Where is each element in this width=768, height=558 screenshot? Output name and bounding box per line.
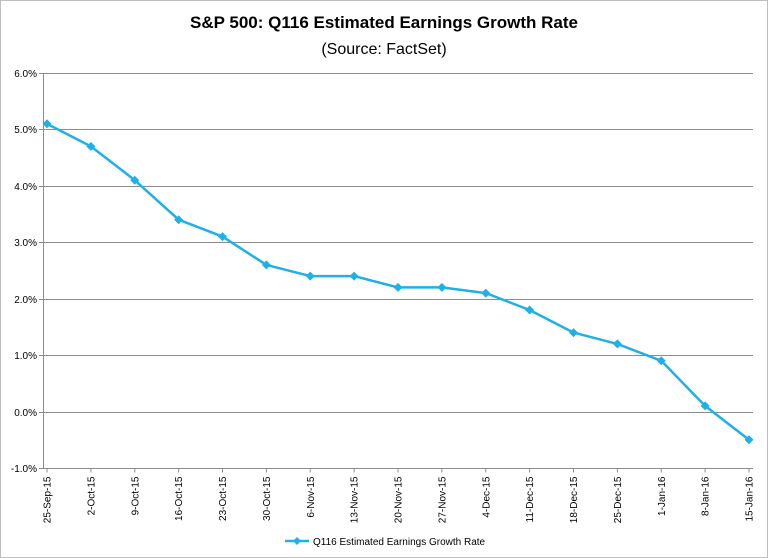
gridlines (43, 73, 753, 469)
data-point-8-Jan-16 (700, 401, 710, 411)
data-point-4-Dec-15 (481, 288, 491, 298)
y-tick-label: 4.0% (14, 182, 37, 193)
data-point-6-Nov-15 (305, 271, 315, 281)
x-tick-label: 16-Oct-15 (174, 476, 185, 521)
data-point-9-Oct-15 (130, 175, 140, 185)
x-tick-label: 25-Dec-15 (613, 476, 624, 523)
legend-label: Q116 Estimated Earnings Growth Rate (313, 537, 486, 548)
y-tick-label: 2.0% (14, 295, 37, 306)
data-point-27-Nov-15 (437, 282, 447, 292)
series-layer (42, 119, 754, 445)
legend-diamond-marker (293, 537, 301, 545)
legend: Q116 Estimated Earnings Growth Rate (285, 537, 486, 548)
axes: -1.0% 0.0% 1.0% 2.0% 3.0% 4.0% 5.0% 6.0% 25-Sep-… (11, 69, 756, 523)
y-tick-label: 3.0% (14, 238, 37, 249)
x-tick-label: 1-Jan-16 (657, 476, 668, 516)
data-point-2-Oct-15 (86, 141, 96, 151)
data-point-20-Nov-15 (393, 282, 403, 292)
data-point-16-Oct-15 (174, 215, 184, 225)
x-tick-label: 20-Nov-15 (394, 476, 405, 523)
data-point-13-Nov-15 (349, 271, 359, 281)
data-point-30-Oct-15 (261, 260, 271, 270)
data-point-18-Dec-15 (569, 328, 578, 338)
x-tick-label: 15-Jan-16 (745, 476, 756, 521)
data-point-1-Jan-16 (656, 356, 666, 366)
x-tick-label: 2-Oct-15 (86, 476, 97, 515)
x-tick-label: 6-Nov-15 (306, 476, 317, 518)
y-tick-label: -1.0% (11, 464, 37, 475)
y-tick-label: 1.0% (14, 351, 37, 362)
series-line (46, 122, 750, 441)
data-point-23-Oct-15 (218, 232, 227, 242)
y-tick-label: 6.0% (14, 69, 37, 80)
data-point-25-Sep-15 (42, 119, 52, 129)
x-tick-label: 13-Nov-15 (350, 476, 361, 523)
data-point-25-Dec-15 (612, 339, 622, 349)
x-tick-label: 18-Dec-15 (569, 476, 580, 523)
data-point-15-Jan-16 (744, 435, 754, 445)
chart-subtitle: (Source: FactSet) (321, 41, 446, 58)
chart-title: S&P 500: Q116 Estimated Earnings Growth … (190, 13, 578, 32)
x-tick-label: 9-Oct-15 (130, 476, 141, 515)
data-point-11-Dec-15 (525, 305, 535, 315)
x-tick-label: 8-Jan-16 (701, 476, 712, 516)
x-tick-label: 25-Sep-15 (43, 476, 54, 523)
y-tick-label: 0.0% (14, 408, 37, 419)
x-tick-label: 27-Nov-15 (437, 476, 448, 523)
x-tick-label: 4-Dec-15 (481, 476, 492, 518)
x-tick-label: 30-Oct-15 (262, 476, 273, 521)
x-tick-label: 11-Dec-15 (525, 476, 536, 522)
y-tick-label: 5.0% (14, 125, 37, 136)
x-tick-label: 23-Oct-15 (218, 476, 229, 521)
